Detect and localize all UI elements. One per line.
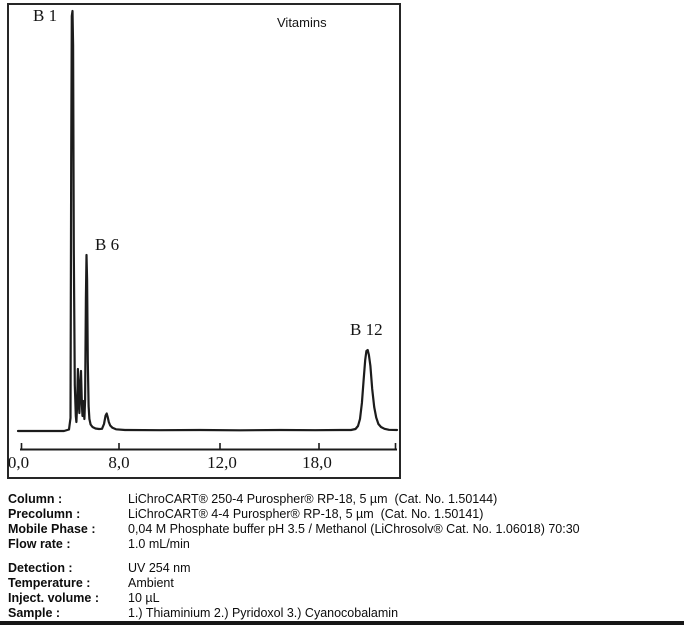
method-value: 10 µL: [128, 591, 160, 605]
x-tick-label-1: 8,0: [108, 453, 130, 472]
bottom-divider-bar: [0, 621, 684, 625]
method-value: LiChroCART® 250-4 Purospher® RP-18, 5 µm…: [128, 492, 498, 506]
chart-title: Vitamins: [277, 15, 327, 30]
peak-label-b12: B 12: [350, 320, 383, 339]
method-value: 1.) Thiaminium 2.) Pyridoxol 3.) Cyanoco…: [128, 606, 399, 620]
method-value: LiChroCART® 4-4 Purospher® RP-18, 5 µm (…: [128, 507, 484, 521]
method-label: Temperature :: [8, 576, 91, 590]
x-tick-label-3: 18,0: [302, 453, 332, 472]
method-value: 1.0 mL/min: [128, 537, 190, 551]
method-label: Column :: [8, 492, 63, 506]
method-label: Mobile Phase :: [8, 522, 96, 536]
method-row-temperature: Temperature : Ambient: [0, 576, 684, 591]
method-row-inject-volume: Inject. volume : 10 µL: [0, 591, 684, 606]
method-label: Sample :: [8, 606, 61, 620]
x-tick-label-0: 0,0: [7, 453, 30, 472]
x-tick-label-2: 12,0: [207, 453, 237, 472]
method-value: 0,04 M Phosphate buffer pH 3.5 / Methano…: [128, 522, 580, 536]
method-row-mobile-phase: Mobile Phase : 0,04 M Phosphate buffer p…: [0, 522, 684, 537]
method-label: Detection :: [8, 561, 73, 575]
method-row-column: Column : LiChroCART® 250-4 Purospher® RP…: [0, 492, 684, 507]
method-value: UV 254 nm: [128, 561, 191, 575]
method-label: Precolumn :: [8, 507, 81, 521]
chart-plot-frame: [7, 3, 401, 479]
method-label: Inject. volume :: [8, 591, 99, 605]
peak-label-b6: B 6: [95, 235, 120, 254]
method-row-detection: Detection : UV 254 nm: [0, 561, 684, 576]
method-value: Ambient: [128, 576, 174, 590]
method-label: Flow rate :: [8, 537, 71, 551]
method-row-sample: Sample : 1.) Thiaminium 2.) Pyridoxol 3.…: [0, 606, 684, 621]
method-row-flow-rate: Flow rate : 1.0 mL/min: [0, 537, 684, 552]
peak-label-b1: B 1: [33, 6, 58, 25]
method-row-precolumn: Precolumn : LiChroCART® 4-4 Purospher® R…: [0, 507, 684, 522]
